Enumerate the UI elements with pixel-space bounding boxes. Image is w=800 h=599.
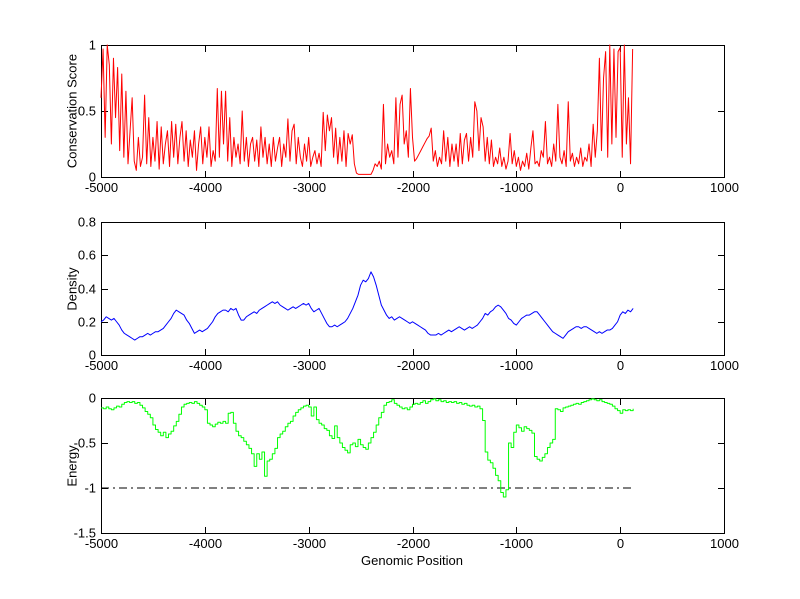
y-tick-label: 0.4 [78, 282, 96, 297]
y-tick-label: 0 [89, 348, 96, 363]
x-tick-label: -1000 [500, 180, 533, 195]
x-tick-label: -2000 [397, 358, 430, 373]
x-tick-label: 0 [617, 180, 624, 195]
y-axis-label-density: Density [64, 267, 80, 311]
y-axis-label-conservation-score: Conservation Score [64, 53, 80, 169]
y-tick-label: 0.6 [78, 248, 96, 263]
x-tick-label: 1000 [710, 536, 739, 551]
x-tick-label: -2000 [397, 180, 430, 195]
plot-box-2 [101, 398, 725, 534]
conservation-score-series [100, 44, 634, 175]
y-tick-label: 0 [89, 170, 96, 185]
x-tick-label: -5000 [85, 536, 118, 551]
x-tick-label: 0 [617, 358, 624, 373]
x-tick-label: 0 [617, 536, 624, 551]
y-tick-label: -1.5 [74, 526, 96, 541]
x-tick-label: -4000 [189, 358, 222, 373]
y-tick-label: 0.2 [78, 315, 96, 330]
x-axis-label: Genomic Position [361, 553, 463, 568]
x-tick-label: -2000 [397, 536, 430, 551]
x-tick-label: -1000 [500, 358, 533, 373]
x-tick-label: -4000 [189, 536, 222, 551]
plot-box-0 [101, 45, 725, 178]
x-tick-label: -3000 [293, 358, 326, 373]
x-tick-label: -1000 [500, 536, 533, 551]
x-tick-label: -5000 [85, 358, 118, 373]
y-axis-label-energy: Energy [64, 445, 80, 487]
y-tick-label: -1 [84, 481, 96, 496]
energy-series [101, 398, 634, 498]
density-series [100, 271, 634, 341]
x-tick-label: 1000 [710, 358, 739, 373]
x-tick-label: 1000 [710, 180, 739, 195]
x-tick-label: -3000 [293, 180, 326, 195]
plot-box-1 [101, 222, 725, 356]
y-tick-label: 0.8 [78, 215, 96, 230]
x-tick-label: -3000 [293, 536, 326, 551]
x-tick-label: -5000 [85, 180, 118, 195]
y-tick-label: 0 [89, 391, 96, 406]
x-tick-label: -4000 [189, 180, 222, 195]
y-tick-label: -0.5 [74, 436, 96, 451]
y-tick-label: 0.5 [78, 104, 96, 119]
y-tick-label: 1 [89, 38, 96, 53]
